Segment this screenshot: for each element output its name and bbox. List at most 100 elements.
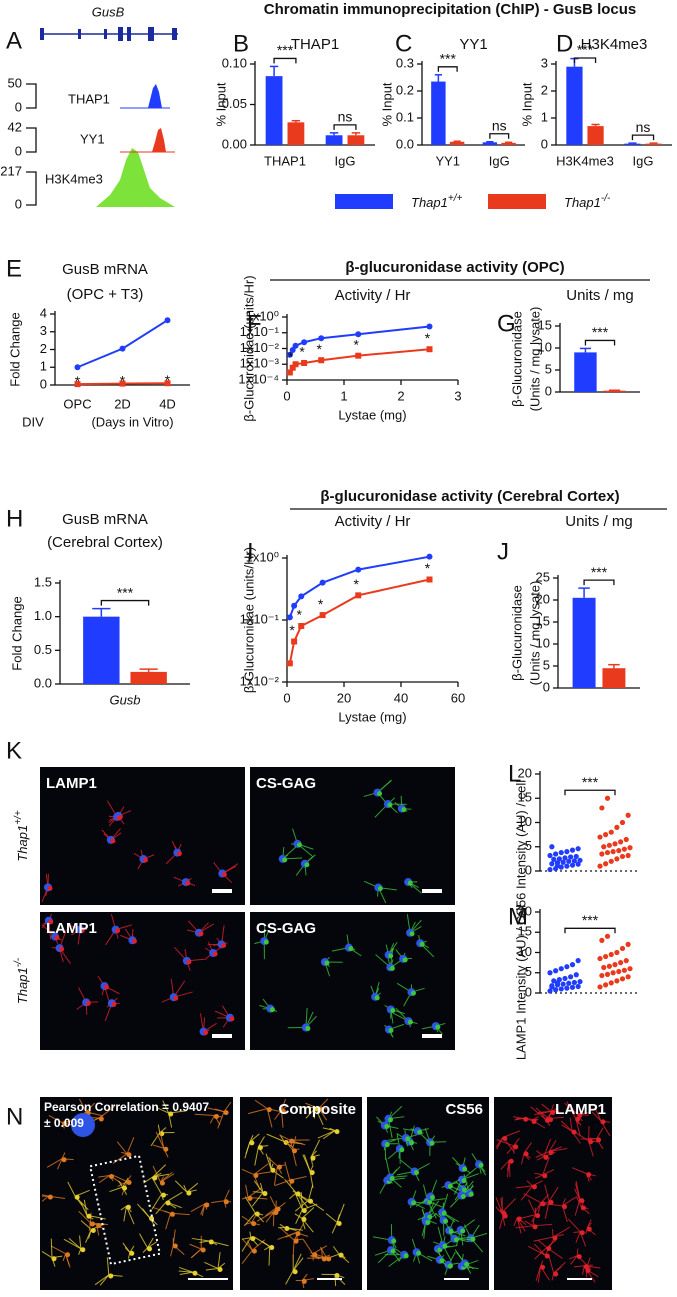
point [551, 856, 557, 862]
y-tick-label: 15 [518, 790, 532, 805]
cell-body [580, 1205, 586, 1211]
cell-body [374, 995, 380, 1001]
cell-body [583, 1264, 589, 1270]
cell-process [295, 1209, 303, 1224]
cell-body [543, 1154, 549, 1160]
micrograph-content [254, 914, 446, 1038]
point [549, 844, 555, 850]
significance-label: ns [636, 119, 651, 135]
cell-body [223, 1110, 229, 1116]
cell-process [548, 1140, 557, 1152]
cell-process [292, 1240, 295, 1259]
x-tick-label: 3 [454, 388, 461, 403]
point [554, 980, 561, 986]
y-tick-label: 1x10⁻¹ [240, 611, 280, 626]
cell-process [254, 1099, 268, 1110]
significance-bracket [437, 66, 458, 72]
y-tick-label: 0 [525, 984, 532, 999]
significance-bracket [333, 124, 357, 130]
cell-body [453, 1237, 459, 1243]
cell-body [577, 1112, 583, 1118]
bar [325, 135, 343, 145]
cell-body [389, 1176, 395, 1182]
cell-process [570, 1255, 578, 1265]
bar [347, 135, 365, 145]
cell-process [205, 1267, 219, 1271]
cell-process [302, 1238, 314, 1255]
x-axis-label: Lystae (mg) [338, 709, 406, 724]
cell-process [244, 1222, 252, 1226]
cell-process [279, 1227, 295, 1241]
cell-process [293, 1223, 304, 1241]
cell-process [309, 1165, 314, 1172]
cell-body [402, 957, 408, 963]
panel-letter: F [247, 310, 262, 337]
y-axis-label: % Input [519, 82, 534, 126]
cell-process [124, 1247, 131, 1253]
point [553, 968, 559, 974]
y-axis-label: LAMP1 Intensity (AU) / cell [513, 905, 528, 1060]
chart-title: GusB mRNA [62, 511, 148, 528]
point [566, 858, 572, 864]
cell-process [595, 1108, 602, 1122]
bar [574, 352, 597, 392]
chart-title: Activity / Hr [335, 513, 411, 530]
track-max: 50 [8, 75, 22, 90]
bar [624, 143, 641, 145]
cell-process [139, 1233, 148, 1249]
track-min: 0 [15, 99, 22, 114]
cell-process [50, 1238, 53, 1258]
micrograph [250, 767, 455, 905]
track-name: THAP1 [68, 91, 110, 106]
cell-body [586, 1226, 592, 1232]
series-line [288, 555, 430, 618]
chart-title: Units / mg [565, 513, 633, 530]
cell-body [407, 1019, 413, 1025]
point [604, 849, 611, 856]
cell-body [204, 1202, 210, 1208]
cell-body [334, 1273, 340, 1279]
nucleus [71, 1113, 95, 1137]
point [614, 856, 620, 862]
h3k4me3-peak [96, 148, 175, 207]
cell-process [50, 1245, 66, 1255]
y-tick-label: 0.05 [222, 96, 247, 111]
significance-label: * [75, 373, 81, 389]
cell-body [229, 1016, 235, 1022]
point [318, 335, 325, 342]
cell-body [126, 1152, 132, 1158]
cell-body [96, 1223, 102, 1229]
track-name: H3K4me3 [45, 171, 103, 186]
cell-process [568, 1218, 581, 1233]
micrograph-content [278, 779, 422, 904]
cell-process [530, 1106, 546, 1120]
cell-body [111, 1001, 117, 1007]
cell-process [531, 1214, 537, 1223]
cell-process [496, 1137, 504, 1150]
point [614, 978, 620, 984]
point [571, 858, 577, 864]
point [560, 859, 566, 865]
cell-process [160, 1171, 173, 1183]
point [426, 323, 433, 330]
point [608, 829, 614, 835]
cell-body [513, 1144, 519, 1150]
cell-body [186, 1190, 192, 1196]
y-tick-label: 5 [545, 361, 552, 376]
point [575, 846, 581, 852]
point [564, 849, 570, 855]
point [614, 824, 620, 830]
y-tick-label: 0.1 [396, 109, 414, 124]
cell-body [414, 1170, 420, 1176]
cell-body [293, 1238, 299, 1244]
cell-body [85, 1000, 91, 1006]
y-axis-label: β-Glucuronidase [509, 311, 524, 407]
cell-body [548, 1199, 554, 1205]
cell-process [526, 1180, 533, 1187]
cell-process [273, 1165, 278, 1186]
significance-label: *** [440, 51, 457, 67]
cell-body [439, 1258, 445, 1264]
cell-process [244, 1196, 256, 1214]
x-tick-label: THAP1 [264, 153, 306, 168]
cell-process [289, 1192, 297, 1200]
